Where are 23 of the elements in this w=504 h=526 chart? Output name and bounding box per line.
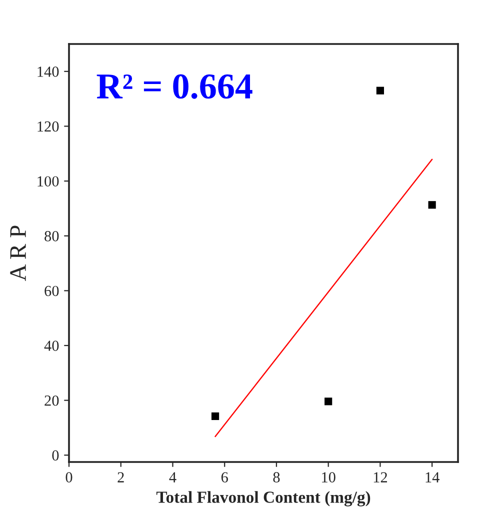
y-tick-label: 80 bbox=[44, 231, 59, 242]
y-tick-label: 40 bbox=[44, 340, 59, 351]
x-axis-title: Total Flavonol Content (mg/g) bbox=[156, 491, 370, 506]
point bbox=[376, 86, 384, 94]
x-tick-label: 4 bbox=[169, 472, 176, 482]
y-tick-label: 0 bbox=[52, 450, 59, 461]
y-tick-label: 120 bbox=[38, 121, 59, 132]
y-tick-label: 140 bbox=[38, 66, 59, 77]
x-tick-label: 10 bbox=[322, 472, 336, 482]
y-tick-label: 100 bbox=[38, 176, 59, 186]
point bbox=[428, 201, 436, 209]
y-axis-title: A R P bbox=[10, 226, 26, 281]
x-tick-label: 0 bbox=[66, 472, 72, 482]
x-tick-label: 12 bbox=[374, 472, 387, 482]
x-tick-label: 8 bbox=[273, 472, 280, 482]
annotation: R² = 0.664 bbox=[96, 74, 252, 99]
x-tick-label: 14 bbox=[426, 472, 440, 482]
point bbox=[211, 412, 220, 420]
y-tick-label: 20 bbox=[44, 395, 59, 406]
y-tick-label: 60 bbox=[44, 286, 59, 296]
x-tick-label: 2 bbox=[118, 472, 124, 482]
point bbox=[324, 398, 332, 406]
x-tick-label: 6 bbox=[221, 472, 228, 482]
